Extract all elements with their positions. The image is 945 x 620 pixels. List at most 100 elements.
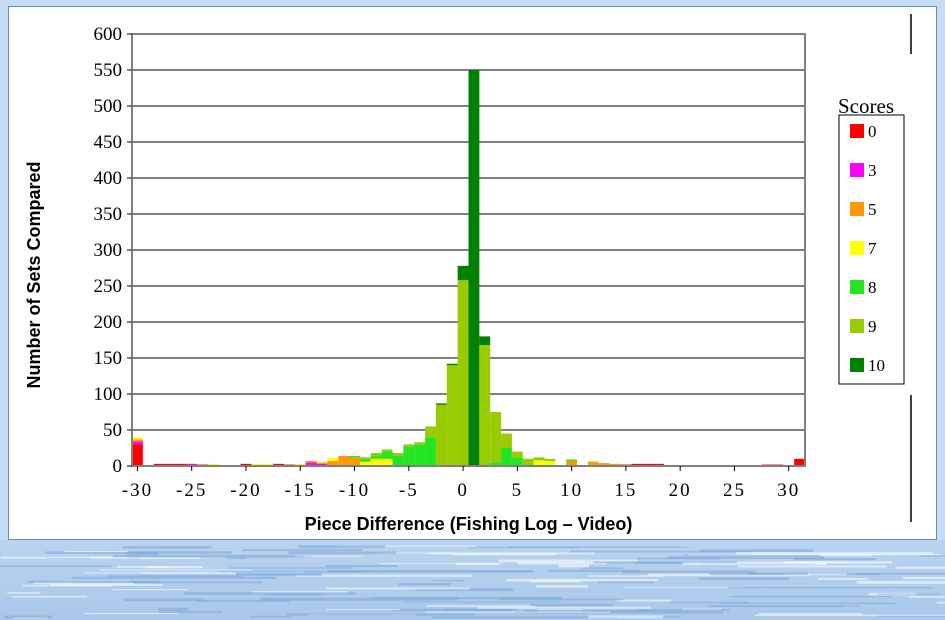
water-streak	[392, 608, 513, 612]
bar-score-9	[479, 345, 491, 466]
water-streak	[635, 609, 730, 612]
water-streak	[588, 575, 664, 577]
water-streak	[856, 580, 945, 584]
water-streak	[506, 578, 658, 582]
water-streak	[728, 586, 933, 589]
water-streak	[49, 583, 164, 586]
water-streak	[7, 592, 41, 594]
water-streak	[569, 550, 752, 553]
water-streak	[709, 606, 843, 608]
bar-score-7	[132, 437, 143, 440]
water-streak	[140, 572, 236, 574]
y-tick-label: 150	[94, 348, 123, 369]
water-streak	[586, 559, 638, 562]
water-streak	[425, 605, 536, 607]
bar-score-9	[522, 458, 534, 465]
water-streak	[33, 582, 134, 585]
water-streak	[0, 565, 112, 568]
legend-box	[838, 114, 905, 385]
x-tick-label: 20	[669, 480, 692, 501]
water-streak	[382, 552, 453, 554]
bar-score-7	[262, 463, 274, 466]
y-tick-label: 350	[94, 204, 123, 225]
water-streak	[896, 566, 945, 569]
water-streak	[547, 569, 640, 572]
water-streak	[326, 587, 470, 590]
water-streak	[425, 611, 611, 613]
bar-score-9	[446, 365, 458, 466]
x-tick-label: 0	[457, 480, 469, 501]
water-streak	[45, 551, 150, 554]
x-tick-label: -20	[230, 480, 261, 501]
water-streak	[183, 592, 356, 595]
bar-score-9	[425, 426, 436, 438]
bar-score-0	[240, 463, 252, 466]
legend-swatch-0	[850, 124, 864, 138]
water-streak	[122, 546, 212, 549]
y-tick-label: 0	[113, 456, 123, 477]
water-streak	[818, 578, 868, 580]
water-streak	[235, 572, 323, 576]
water-streak	[74, 581, 263, 584]
y-tick-label: 500	[94, 96, 123, 117]
bar-score-0	[153, 463, 165, 466]
bar-score-3	[186, 463, 198, 466]
legend-swatch-10	[850, 358, 864, 372]
bar-score-8	[511, 457, 523, 466]
water-streak	[379, 563, 502, 565]
x-tick-label: 30	[777, 480, 800, 501]
water-streak	[197, 599, 290, 602]
legend-label-10: 10	[868, 356, 885, 375]
bar-score-7	[207, 463, 219, 466]
water-streak	[729, 596, 893, 598]
legend-label-3: 3	[868, 161, 877, 180]
water-streak	[469, 547, 580, 549]
water-streak	[405, 601, 562, 603]
water-streak	[217, 570, 301, 572]
water-streak	[158, 611, 223, 614]
bar-score-7	[327, 458, 339, 461]
y-tick-label: 100	[94, 384, 123, 405]
water-streak	[381, 570, 530, 573]
water-streak	[903, 576, 945, 580]
water-streak	[147, 566, 203, 569]
water-streak	[523, 609, 647, 612]
bar-score-9	[490, 412, 502, 463]
legend-label-5: 5	[868, 200, 877, 219]
bar-score-10	[457, 265, 469, 281]
bar-score-8	[381, 451, 393, 459]
water-streak	[597, 581, 655, 584]
water-streak	[84, 612, 178, 615]
y-tick-label: 50	[103, 420, 122, 441]
bar-score-5	[132, 439, 143, 442]
x-tick-label: -30	[122, 480, 153, 501]
water-streak	[295, 574, 473, 577]
bar-score-5	[587, 461, 599, 466]
x-axis-ticks: -30 -25 -20 -15 -10 -5 0 5 10 15 20 25 30	[122, 466, 800, 501]
water-streak	[157, 607, 189, 611]
water-streak	[624, 587, 744, 589]
water-streak	[133, 551, 232, 554]
water-streak	[12, 595, 87, 598]
water-streak	[793, 558, 877, 561]
y-tick-label: 600	[94, 24, 123, 45]
bar-score-9	[533, 457, 545, 460]
water-streak	[4, 615, 53, 619]
water-streak	[242, 549, 363, 552]
bar-score-5	[316, 462, 328, 464]
water-streak	[112, 554, 295, 558]
water-streak	[260, 597, 458, 601]
bar-score-9	[381, 449, 393, 452]
water-streak	[126, 556, 304, 558]
water-streak	[758, 613, 863, 615]
legend-title: Scores	[838, 94, 894, 118]
bar-score-9	[435, 404, 447, 466]
bar-score-0	[631, 463, 643, 466]
bar-score-3	[132, 441, 143, 445]
bar-score-5	[349, 457, 360, 466]
x-tick-label: 15	[614, 480, 637, 501]
bar-score-10	[435, 403, 447, 405]
bars	[132, 70, 805, 466]
bar-score-0	[653, 463, 664, 466]
